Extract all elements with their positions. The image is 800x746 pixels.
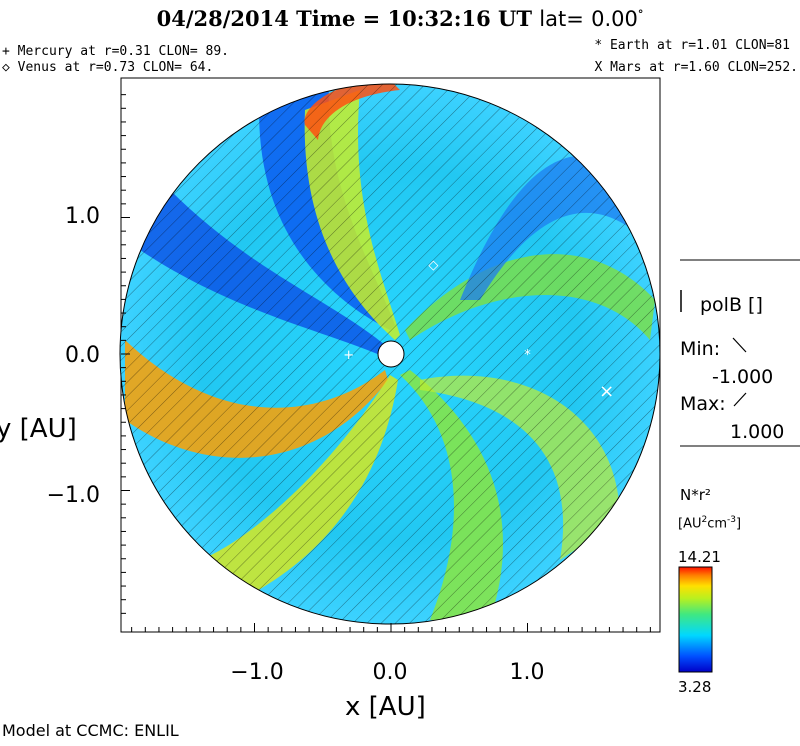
planet-marker-venus: ◇ <box>428 258 438 273</box>
unit-prefix: [AU <box>678 516 702 532</box>
y-tick-label: 1.0 <box>65 204 100 229</box>
polb-max-symbol <box>733 392 747 407</box>
x-tick-label: 0.0 <box>372 660 408 685</box>
axis-ticks <box>121 94 651 632</box>
legend-earth: * Earth at r=1.01 CLON=81 <box>594 38 790 53</box>
polb-min-label: Min: <box>680 338 721 360</box>
colorbar-unit: [AU2cm-3] <box>678 515 741 531</box>
colorbar-title: N*r² <box>680 486 711 504</box>
planet-marker-earth: * <box>524 348 531 363</box>
unit-sup-cm: -3 <box>727 515 737 525</box>
unit-sup-au: 2 <box>701 515 708 525</box>
unit-suffix: ] <box>736 516 742 532</box>
polb-max-value: 1.000 <box>730 421 785 443</box>
colorbar <box>678 566 713 673</box>
x-axis-label: x [AU] <box>345 692 426 722</box>
y-tick-label: −1.0 <box>46 483 100 508</box>
polb-min-symbol <box>732 337 747 353</box>
planet-markers: + ◇ * × <box>343 258 614 402</box>
planet-marker-mercury: + <box>343 348 354 363</box>
sun-marker <box>377 340 405 368</box>
x-tick-label: −1.0 <box>230 660 284 685</box>
y-tick-label: 0.0 <box>65 343 100 368</box>
title-text: 04/28/2014 Time = 10:32:16 UT <box>156 6 532 31</box>
disk-outline <box>119 83 661 625</box>
lat-degree: ° <box>637 8 644 21</box>
legend-venus: ◇ Venus at r=0.73 CLON= 64. <box>2 60 214 75</box>
y-axis-label: y [AU] <box>0 414 77 444</box>
colorbar-min: 3.28 <box>678 678 712 696</box>
plot-title: 04/28/2014 Time = 10:32:16 UT lat= 0.00° <box>0 6 800 31</box>
polb-title: polB [] <box>700 294 763 316</box>
lat-label: lat= <box>539 7 584 31</box>
lat-value: 0.00 <box>591 7 638 31</box>
polb-max-label: Max: <box>680 393 726 415</box>
unit-mid: cm <box>707 516 728 532</box>
colorbar-max: 14.21 <box>678 548 721 566</box>
legend-mercury: + Mercury at r=0.31 CLON= 89. <box>2 44 229 59</box>
polb-min-value: -1.000 <box>712 366 774 388</box>
legend-mars: X Mars at r=1.60 CLON=252. <box>594 60 799 75</box>
model-credit: Model at CCMC: ENLIL <box>2 721 179 740</box>
planet-marker-mars: × <box>599 381 614 402</box>
x-tick-label: 1.0 <box>509 660 545 685</box>
